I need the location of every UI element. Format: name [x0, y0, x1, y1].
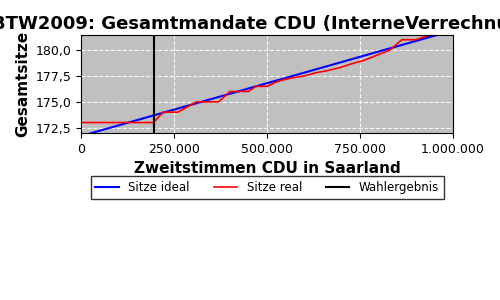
Sitze real — [246, 90, 252, 93]
Sitze real — [246, 90, 252, 93]
Sitze real — [227, 90, 233, 93]
Sitze real — [276, 79, 281, 83]
Sitze real — [398, 38, 404, 41]
Sitze real — [413, 38, 419, 41]
Sitze real — [361, 58, 367, 62]
Line: Sitze real: Sitze real — [81, 34, 453, 122]
Sitze real — [175, 110, 181, 114]
Sitze real — [160, 110, 166, 114]
Sitze real — [302, 74, 308, 78]
Sitze real — [160, 110, 166, 114]
Sitze real — [216, 100, 222, 103]
Sitze real — [374, 53, 380, 57]
Sitze real — [350, 62, 356, 65]
Y-axis label: Gesamtsitze: Gesamtsitze — [15, 31, 30, 137]
Sitze real — [201, 100, 207, 103]
Sitze real — [428, 33, 434, 36]
Sitze real — [227, 90, 233, 93]
Sitze real — [216, 100, 222, 103]
Sitze real — [264, 85, 270, 88]
Sitze real — [302, 74, 308, 78]
Sitze real — [78, 121, 84, 124]
Sitze real — [324, 69, 330, 73]
Title: BTW2009: Gesamtmandate CDU (InterneVerrechnung): BTW2009: Gesamtmandate CDU (InterneVerre… — [0, 15, 500, 33]
Legend: Sitze ideal, Sitze real, Wahlergebnis: Sitze ideal, Sitze real, Wahlergebnis — [90, 176, 444, 199]
Sitze real — [253, 85, 259, 88]
Sitze real — [194, 100, 200, 103]
Sitze real — [450, 33, 456, 36]
Sitze real — [253, 85, 259, 88]
Sitze real — [276, 79, 281, 83]
Sitze real — [201, 100, 207, 103]
Sitze real — [312, 71, 318, 75]
Sitze real — [374, 53, 380, 57]
Sitze real — [413, 38, 419, 41]
Sitze real — [324, 69, 330, 73]
Sitze real — [387, 48, 393, 52]
Sitze real — [336, 66, 342, 70]
Sitze real — [288, 76, 294, 80]
Sitze real — [312, 71, 318, 75]
Sitze real — [288, 76, 294, 80]
Sitze real — [361, 58, 367, 62]
Sitze real — [387, 48, 393, 52]
Sitze real — [264, 85, 270, 88]
X-axis label: Zweitstimmen CDU in Saarland: Zweitstimmen CDU in Saarland — [134, 161, 400, 176]
Sitze real — [398, 38, 404, 41]
Sitze real — [150, 121, 156, 124]
Sitze real — [428, 33, 434, 36]
Sitze real — [175, 110, 181, 114]
Sitze real — [350, 62, 356, 65]
Sitze real — [150, 121, 156, 124]
Sitze real — [336, 66, 342, 70]
Sitze real — [194, 100, 200, 103]
